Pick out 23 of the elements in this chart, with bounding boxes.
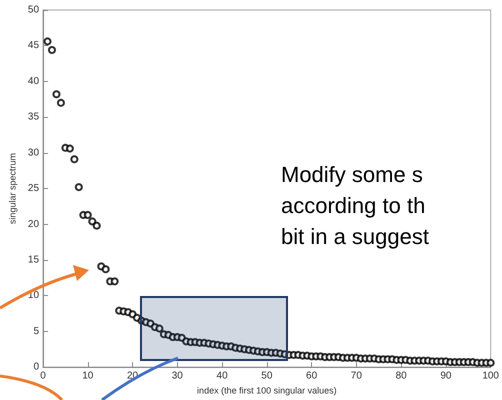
y-tick-label: 5 [33,326,40,337]
x-tick-label: 0 [40,370,46,382]
y-axis-title: singular spectrum [8,153,18,224]
x-tick-label: 40 [216,370,228,382]
x-tick-label: 90 [440,370,452,382]
annotation: Modify some s according to th bit in a suggest [281,161,429,251]
y-tick-label: 30 [28,147,40,158]
x-tick-label: 80 [396,370,408,382]
x-tick-label: 30 [172,370,184,382]
x-tick-label: 10 [82,370,94,382]
y-tick-label: 35 [28,112,40,123]
y-tick-label: 20 [28,218,40,230]
x-tick-label: 60 [306,370,318,382]
x-tick-label: 100 [482,370,500,382]
x-tick-label: 70 [350,370,362,382]
y-tick-label: 0 [33,362,40,373]
x-axis-title: index (the first 100 singular values) [197,386,337,396]
y-tick-label: 50 [28,4,40,16]
x-tick-label: 50 [261,370,273,382]
y-tick-label: 40 [28,76,40,87]
y-tick-label: 15 [28,254,40,266]
y-tick-label: 45 [28,40,40,52]
y-tick-label: 25 [28,183,40,194]
